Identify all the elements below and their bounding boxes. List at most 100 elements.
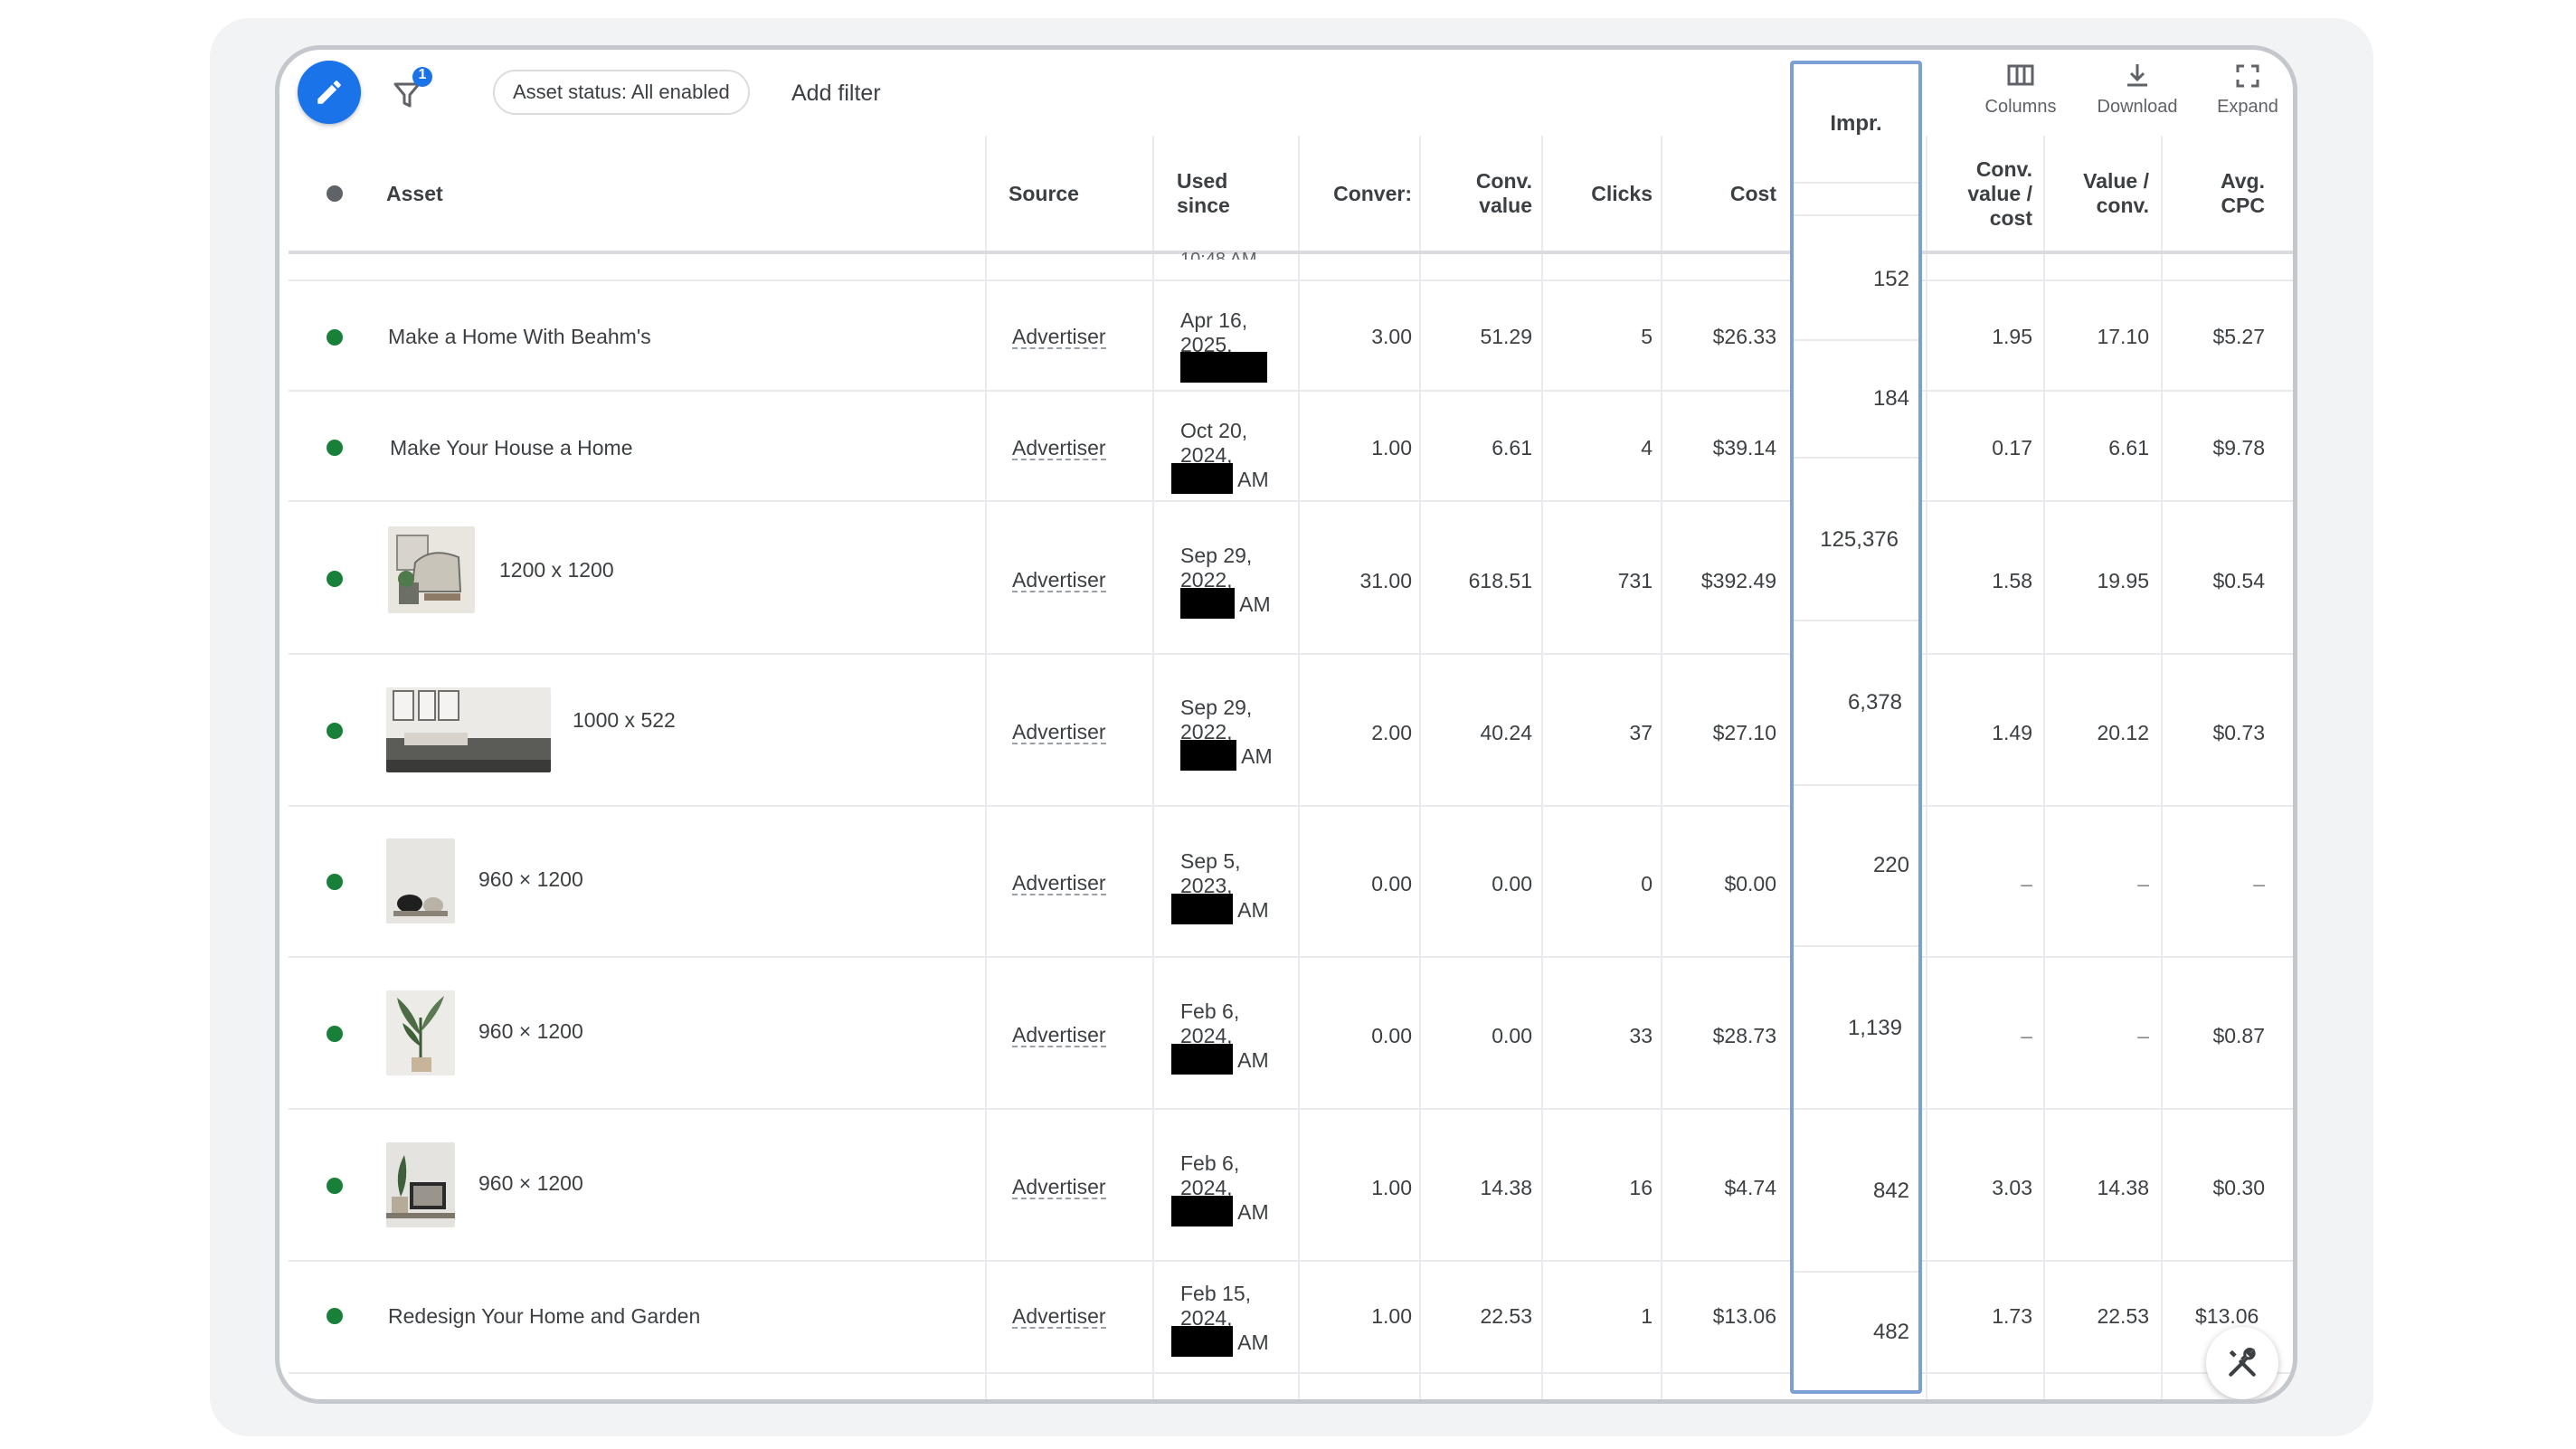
avg-cpc-header-line: Avg.: [2221, 169, 2265, 193]
asset-header-label: Asset: [386, 181, 443, 205]
row-divider: [289, 500, 2293, 502]
avg-cpc-cell: $5.27: [2212, 325, 2265, 348]
conv-value-cost-column-header[interactable]: Conv. value / cost: [1933, 136, 2032, 251]
impressions-divider: [1794, 1108, 1918, 1110]
impressions-divider: [1794, 784, 1918, 786]
impressions-cell: 152: [1872, 267, 1909, 291]
impressions-divider: [1794, 214, 1918, 216]
conversions-cell: 31.00: [1359, 569, 1412, 592]
used-since-year: 2023,: [1180, 874, 1233, 897]
asset-name[interactable]: Make Your House a Home: [390, 436, 633, 459]
expand-icon: [2236, 64, 2259, 88]
source-link[interactable]: Advertiser: [1012, 720, 1106, 744]
impressions-divider: [1794, 182, 1918, 184]
cost-column-header[interactable]: Cost: [1668, 136, 1776, 251]
used-since-meridiem: AM: [1237, 1200, 1269, 1224]
impressions-divider: [1794, 620, 1918, 621]
source-link[interactable]: Advertiser: [1012, 1175, 1106, 1199]
conversions-cell: 1.00: [1371, 436, 1412, 459]
avg-cpc-cell: $0.87: [2212, 1024, 2265, 1047]
add-filter-button[interactable]: Add filter: [791, 80, 881, 106]
conv-value-cell: 51.29: [1480, 325, 1532, 348]
asset-name[interactable]: 1000 x 522: [573, 708, 676, 732]
source-link[interactable]: Advertiser: [1012, 871, 1106, 895]
asset-name[interactable]: 960 × 1200: [478, 1171, 583, 1195]
decor-image-icon: [386, 838, 455, 923]
used-since-date: Sep 29,: [1180, 544, 1253, 567]
used-since-header-line: since: [1177, 194, 1230, 217]
conv-value-cost-cell: 0.17: [1992, 436, 2032, 459]
enabled-status-dot: [327, 571, 343, 587]
value-per-conv-column-header[interactable]: Value / conv.: [2048, 136, 2149, 251]
source-link[interactable]: Advertiser: [1012, 1023, 1106, 1047]
used-since-year: 2024,: [1180, 1024, 1233, 1047]
source-column-header[interactable]: Source: [1009, 136, 1144, 251]
column-divider: [2043, 136, 2045, 1399]
used-since-cell: Feb 6, 2024, AM: [1171, 999, 1269, 1075]
conversions-header-label: Conver:: [1333, 181, 1412, 205]
value-per-conv-cell: 6.61: [2108, 436, 2149, 459]
cost-cell: $39.14: [1712, 436, 1776, 459]
source-link[interactable]: Advertiser: [1012, 436, 1106, 460]
row-divider: [289, 1108, 2293, 1110]
impressions-column-highlight: [1790, 61, 1922, 1394]
asset-name[interactable]: 960 × 1200: [478, 867, 583, 891]
value-per-conv-cell: –: [2137, 872, 2149, 895]
asset-name[interactable]: 1200 x 1200: [499, 558, 614, 582]
asset-name[interactable]: Redesign Your Home and Garden: [388, 1304, 701, 1328]
clicks-cell: 16: [1629, 1176, 1653, 1199]
asset-column-header[interactable]: Asset: [386, 136, 658, 251]
enabled-status-dot: [327, 440, 343, 456]
source-link[interactable]: Advertiser: [1012, 1304, 1106, 1329]
used-since-cell: Feb 15, 2024, AM: [1171, 1282, 1269, 1357]
impressions-cell: 220: [1872, 853, 1909, 877]
asset-image-thumbnail[interactable]: [388, 526, 475, 613]
conv-value-column-header[interactable]: Conv. value: [1428, 136, 1532, 251]
impressions-column-header[interactable]: Impr.: [1830, 111, 1882, 136]
download-button[interactable]: Download: [2083, 62, 2192, 118]
columns-button[interactable]: Columns: [1966, 62, 2075, 118]
expand-button[interactable]: Expand: [2193, 62, 2293, 118]
source-link[interactable]: Advertiser: [1012, 325, 1106, 349]
value-per-conv-header-line: conv.: [2096, 194, 2149, 217]
clicks-column-header[interactable]: Clicks: [1546, 136, 1653, 251]
used-since-cell: Oct 20, 2024, AM: [1171, 419, 1269, 494]
row-divider: [289, 805, 2293, 807]
conv-value-cost-header-line: value /: [1967, 181, 2032, 205]
used-since-header-line: Used: [1177, 169, 1228, 193]
asset-name[interactable]: 960 × 1200: [478, 1019, 583, 1043]
row-divider: [289, 279, 2293, 281]
tools-icon: [2229, 1348, 2256, 1377]
asset-image-thumbnail[interactable]: [386, 990, 455, 1075]
conv-value-cost-cell: 1.95: [1992, 325, 2032, 348]
column-divider: [985, 136, 987, 1399]
used-since-meridiem: AM: [1237, 1331, 1269, 1354]
asset-image-thumbnail[interactable]: [386, 687, 551, 772]
status-column-header-dot[interactable]: [327, 185, 343, 202]
asset-image-thumbnail[interactable]: [386, 838, 455, 923]
used-since-meridiem: AM: [1237, 468, 1269, 491]
redacted-time: [1171, 1195, 1233, 1226]
conv-value-cost-cell: –: [2021, 1024, 2032, 1047]
enabled-status-dot: [327, 1026, 343, 1042]
used-since-year: 2024,: [1180, 1306, 1233, 1330]
conv-value-cost-cell: 3.03: [1992, 1176, 2032, 1199]
row-divider: [289, 956, 2293, 958]
enabled-status-dot: [327, 1308, 343, 1324]
source-link[interactable]: Advertiser: [1012, 568, 1106, 592]
tools-button[interactable]: [2206, 1327, 2278, 1399]
used-since-column-header[interactable]: Used since: [1177, 136, 1285, 251]
redacted-time: [1171, 462, 1233, 494]
asset-name[interactable]: Make a Home With Beahm's: [388, 325, 651, 348]
value-per-conv-cell: –: [2137, 1024, 2149, 1047]
filter-button[interactable]: 1: [388, 64, 439, 115]
conversions-cell: 0.00: [1371, 1024, 1412, 1047]
value-per-conv-header-line: Value /: [2083, 169, 2149, 193]
avg-cpc-column-header[interactable]: Avg. CPC: [2165, 136, 2265, 251]
asset-image-thumbnail[interactable]: [386, 1142, 455, 1227]
used-since-meridiem: AM: [1239, 592, 1271, 616]
asset-status-filter-chip[interactable]: Asset status: All enabled: [493, 70, 750, 115]
conversions-column-header[interactable]: Conver:: [1311, 136, 1412, 251]
edit-button[interactable]: [298, 61, 361, 124]
cost-cell: $0.00: [1724, 872, 1776, 895]
